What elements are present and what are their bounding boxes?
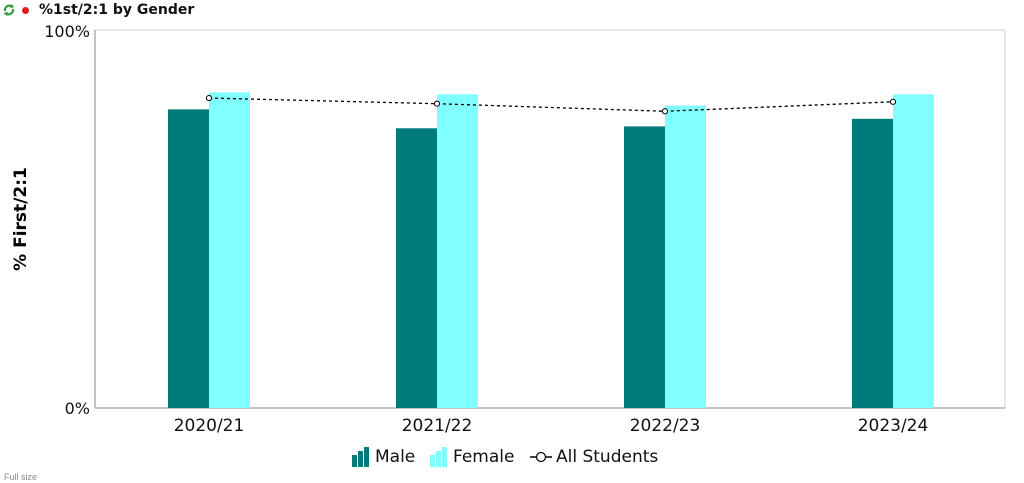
legend-item-female[interactable]: Female	[430, 447, 514, 467]
all-students-point-3[interactable]	[661, 108, 669, 115]
y-axis-title: % First/2:1	[11, 167, 31, 271]
legend-label-male: Male	[375, 447, 415, 467]
bar-female-2[interactable]	[437, 94, 478, 408]
bar-female-3[interactable]	[665, 105, 706, 408]
bar-female-1[interactable]	[209, 92, 250, 409]
y-tick-label-100: 100%	[44, 22, 90, 41]
all-students-point-2[interactable]	[433, 100, 441, 107]
full-size-link[interactable]: Full size	[4, 472, 38, 482]
x-tick-labels: 2020/21 2021/22 2022/23 2023/24	[174, 416, 929, 436]
refresh-icon[interactable]	[2, 3, 16, 17]
bar-chart-icon	[430, 447, 447, 467]
legend-label-all-students: All Students	[556, 447, 658, 467]
legend: Male Female All Students	[352, 447, 658, 467]
bar-male-3[interactable]	[624, 126, 665, 408]
all-students-point-1[interactable]	[205, 94, 213, 102]
y-tick-label-0: 0%	[65, 399, 90, 418]
all-students-line	[208, 97, 894, 112]
status-dot	[22, 6, 29, 14]
x-tick-label: 2022/23	[630, 416, 701, 436]
bar-male-4[interactable]	[852, 118, 893, 408]
bars-layer	[168, 92, 934, 409]
x-tick-label: 2023/24	[858, 416, 929, 436]
bar-male-1[interactable]	[168, 109, 209, 408]
legend-label-female: Female	[453, 447, 514, 467]
legend-item-all-students[interactable]: All Students	[530, 447, 658, 467]
all-students-point-4[interactable]	[889, 98, 897, 105]
bar-chart-icon	[352, 447, 369, 467]
chart-title: %1st/2:1 by Gender	[39, 2, 195, 18]
x-tick-label: 2021/22	[402, 416, 473, 436]
dashed-line-marker-icon	[530, 451, 552, 463]
x-tick-label: 2020/21	[174, 416, 245, 436]
legend-item-male[interactable]: Male	[352, 447, 415, 467]
bar-male-2[interactable]	[396, 128, 437, 408]
all-students-line-layer	[205, 94, 897, 115]
bar-female-4[interactable]	[893, 94, 934, 408]
chart-header: %1st/2:1 by Gender	[0, 0, 194, 20]
